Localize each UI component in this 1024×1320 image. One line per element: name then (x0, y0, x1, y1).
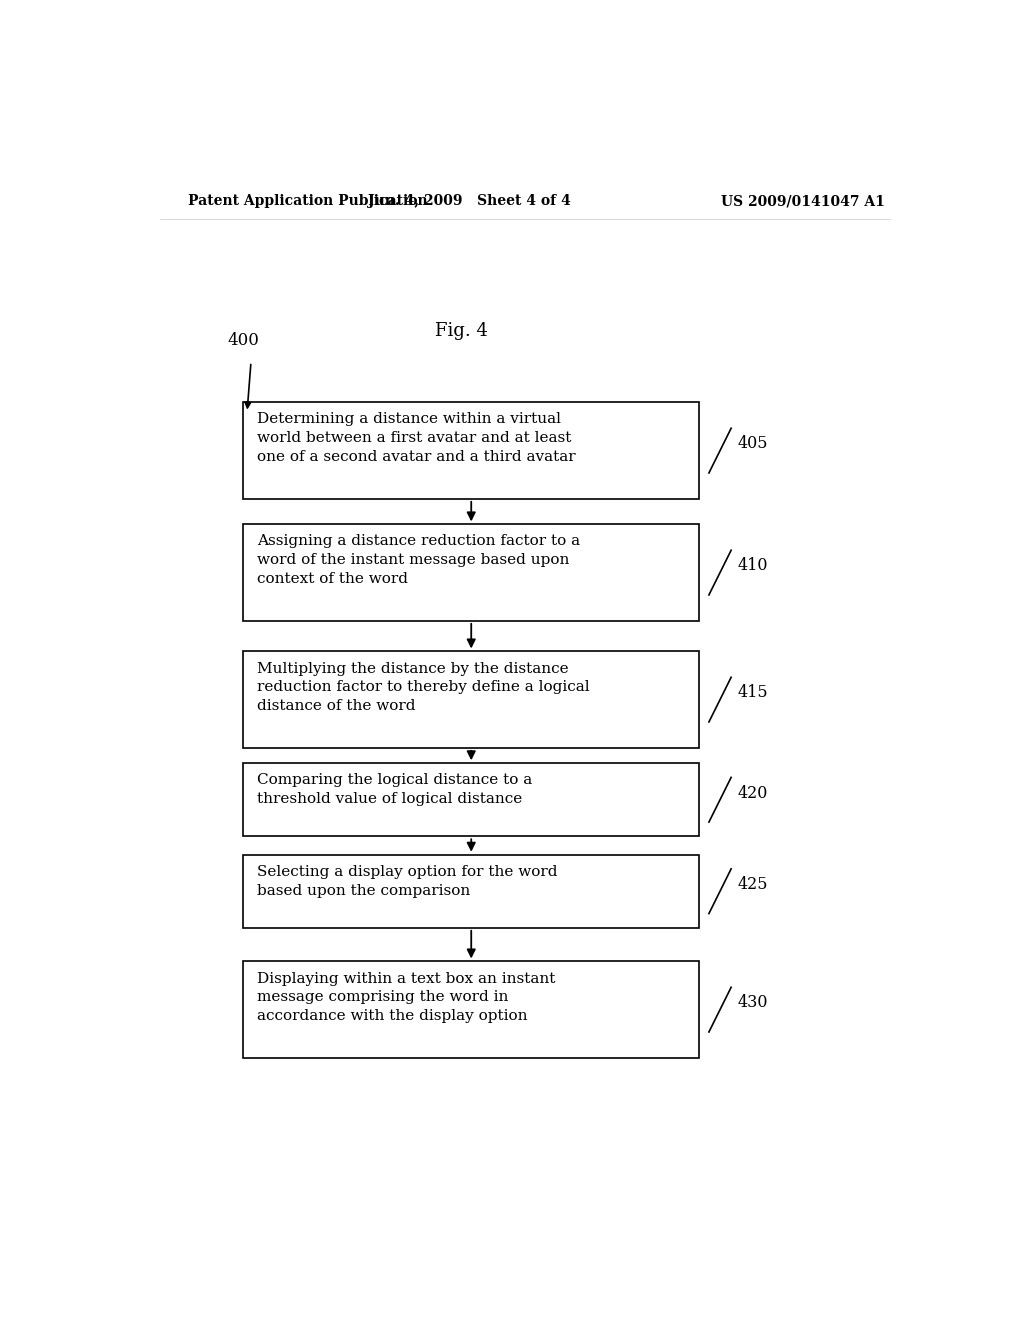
Text: Fig. 4: Fig. 4 (435, 322, 487, 341)
FancyBboxPatch shape (243, 524, 699, 620)
Text: 405: 405 (737, 436, 768, 453)
Text: US 2009/0141047 A1: US 2009/0141047 A1 (721, 194, 885, 209)
Text: Assigning a distance reduction factor to a
word of the instant message based upo: Assigning a distance reduction factor to… (257, 535, 581, 586)
Text: 430: 430 (737, 994, 768, 1011)
FancyBboxPatch shape (243, 403, 699, 499)
Text: Multiplying the distance by the distance
reduction factor to thereby define a lo: Multiplying the distance by the distance… (257, 661, 590, 713)
FancyBboxPatch shape (243, 854, 699, 928)
Text: Jun. 4, 2009   Sheet 4 of 4: Jun. 4, 2009 Sheet 4 of 4 (368, 194, 570, 209)
Text: Patent Application Publication: Patent Application Publication (187, 194, 427, 209)
Text: 400: 400 (227, 333, 259, 350)
Text: Comparing the logical distance to a
threshold value of logical distance: Comparing the logical distance to a thre… (257, 774, 532, 807)
Text: 410: 410 (737, 557, 768, 574)
Text: 425: 425 (737, 876, 768, 894)
Text: Determining a distance within a virtual
world between a first avatar and at leas: Determining a distance within a virtual … (257, 412, 575, 465)
FancyBboxPatch shape (243, 651, 699, 748)
Text: Selecting a display option for the word
based upon the comparison: Selecting a display option for the word … (257, 865, 558, 898)
FancyBboxPatch shape (243, 961, 699, 1057)
Text: Displaying within a text box an instant
message comprising the word in
accordanc: Displaying within a text box an instant … (257, 972, 556, 1023)
Text: 420: 420 (737, 784, 768, 801)
FancyBboxPatch shape (243, 763, 699, 837)
Text: 415: 415 (737, 685, 768, 701)
